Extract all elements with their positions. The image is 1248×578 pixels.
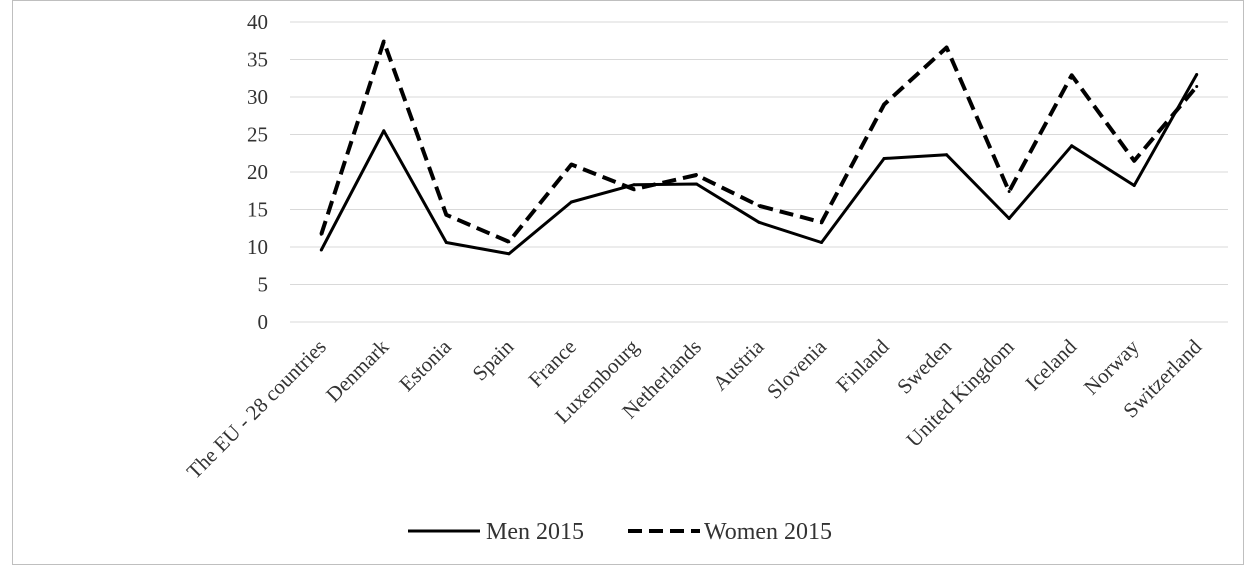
x-tick-label: Estonia bbox=[394, 334, 456, 396]
data-point bbox=[820, 220, 824, 224]
series-line-men bbox=[319, 73, 1199, 256]
data-point bbox=[507, 240, 511, 244]
x-tick-label: United Kingdom bbox=[901, 335, 1018, 452]
x-tick-label: France bbox=[524, 335, 581, 392]
data-point bbox=[1007, 190, 1011, 193]
data-point bbox=[1070, 144, 1074, 148]
data-point bbox=[1070, 73, 1074, 77]
data-point bbox=[1195, 85, 1199, 88]
data-point bbox=[444, 213, 448, 217]
y-tick-label: 10 bbox=[247, 235, 268, 259]
x-tick-label: Austria bbox=[708, 334, 769, 395]
legend-label-women: Women 2015 bbox=[704, 519, 832, 545]
data-point bbox=[1132, 159, 1136, 163]
y-axis-ticks: 0 5 10 15 20 25 30 35 40 bbox=[247, 10, 268, 334]
x-tick-label: Spain bbox=[468, 334, 519, 385]
x-tick-label: The EU - 28 countries bbox=[182, 335, 331, 484]
data-point bbox=[1007, 217, 1011, 220]
data-point bbox=[694, 173, 698, 177]
footer-caption bbox=[0, 566, 1248, 578]
data-point bbox=[757, 220, 761, 224]
data-point bbox=[945, 153, 949, 157]
data-point bbox=[382, 40, 386, 43]
data-point bbox=[382, 129, 386, 133]
x-tick-label: Iceland bbox=[1021, 334, 1082, 395]
legend-label-men: Men 2015 bbox=[486, 519, 584, 545]
data-point bbox=[319, 248, 323, 252]
data-point bbox=[632, 183, 636, 187]
y-tick-label: 35 bbox=[247, 48, 268, 72]
y-tick-label: 25 bbox=[247, 123, 268, 147]
data-point bbox=[444, 241, 448, 244]
data-point bbox=[569, 163, 573, 166]
data-point bbox=[694, 182, 698, 186]
y-tick-label: 40 bbox=[247, 10, 268, 34]
data-point bbox=[569, 200, 573, 204]
data-point bbox=[882, 103, 886, 106]
data-point bbox=[820, 241, 824, 244]
y-tick-label: 15 bbox=[247, 198, 268, 222]
y-tick-label: 30 bbox=[247, 85, 268, 109]
y-tick-label: 0 bbox=[258, 310, 269, 334]
data-point bbox=[319, 232, 323, 236]
x-tick-label: Denmark bbox=[321, 334, 394, 407]
data-point bbox=[882, 157, 886, 160]
data-point bbox=[757, 204, 761, 208]
legend: Men 2015 Women 2015 bbox=[408, 519, 832, 545]
data-point bbox=[1132, 184, 1136, 187]
chart-frame bbox=[12, 0, 1244, 565]
data-point bbox=[632, 187, 636, 191]
x-tick-label: Finland bbox=[831, 334, 894, 397]
series-line-women bbox=[319, 39, 1199, 244]
data-point bbox=[507, 252, 511, 256]
y-tick-label: 5 bbox=[258, 273, 269, 297]
y-tick-label: 20 bbox=[247, 160, 268, 184]
data-point bbox=[945, 46, 949, 49]
data-point bbox=[1195, 73, 1199, 76]
series-lines bbox=[319, 39, 1199, 256]
x-tick-label: Slovenia bbox=[762, 334, 831, 403]
